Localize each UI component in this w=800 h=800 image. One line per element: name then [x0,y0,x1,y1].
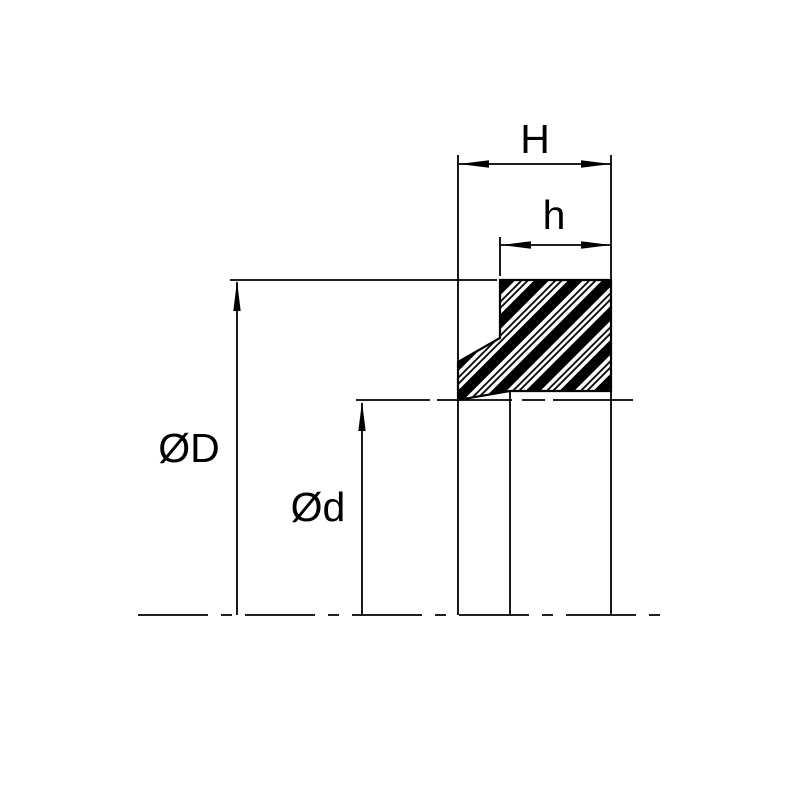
arrowhead-inner-diameter [358,402,366,431]
seal-profile-hatched-section [456,278,613,402]
arrowhead-h-left [501,241,531,249]
dim-label-outer-diameter: ØD [158,425,220,471]
arrowhead-outer-diameter [233,281,241,311]
arrowhead-H-left [459,160,489,168]
arrowhead-H-right [581,160,611,168]
dim-label-inner-diameter: Ød [291,484,346,530]
dim-label-body-width: h [543,192,566,238]
dim-label-total-width: H [520,116,550,162]
arrowhead-h-right [581,241,611,249]
